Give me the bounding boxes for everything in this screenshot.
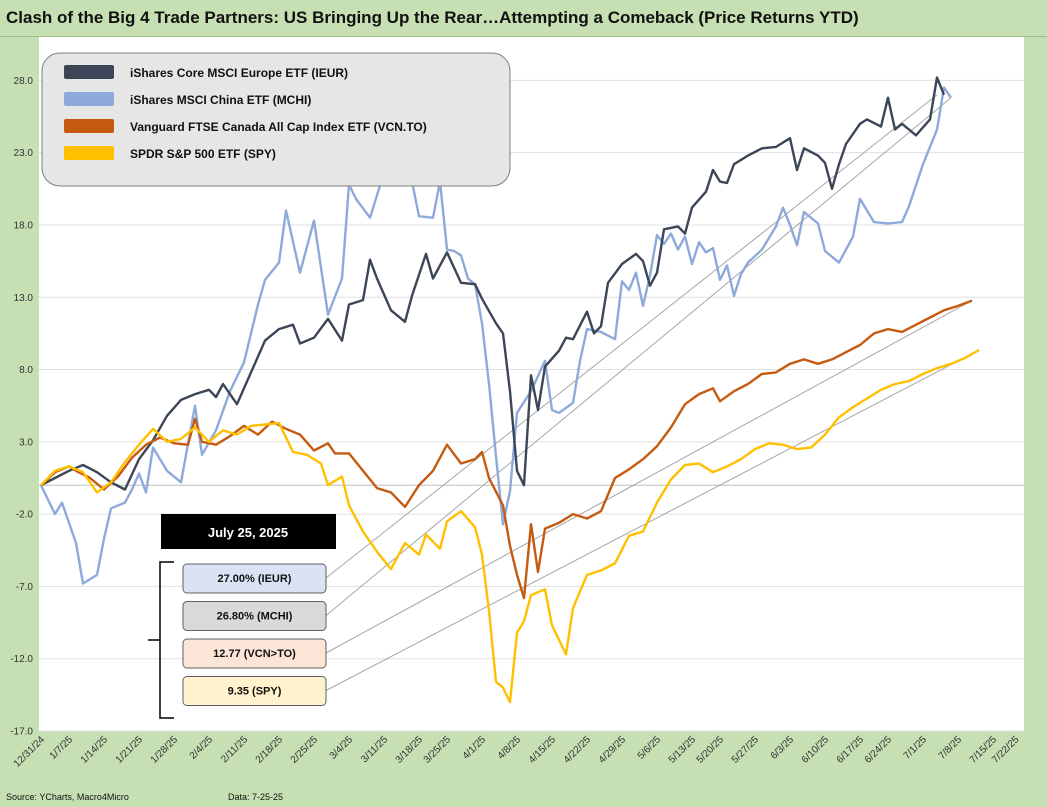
x-tick-label: 1/14/25 bbox=[79, 734, 111, 766]
x-tick-label: 3/18/25 bbox=[394, 734, 426, 766]
x-tick-label: 4/8/25 bbox=[496, 734, 524, 762]
legend-swatch-mchi bbox=[64, 92, 114, 106]
x-tick-label: 7/8/25 bbox=[937, 734, 965, 762]
left-band bbox=[0, 37, 39, 731]
legend-label-ieur: iShares Core MSCI Europe ETF (IEUR) bbox=[130, 66, 348, 80]
x-tick-label: 4/22/25 bbox=[562, 734, 594, 766]
x-tick-label: 3/25/25 bbox=[422, 734, 454, 766]
x-tick-label: 1/21/25 bbox=[114, 734, 146, 766]
footer-source: Source: YCharts, Macro4Micro bbox=[6, 792, 129, 802]
x-tick-label: 6/17/25 bbox=[835, 734, 867, 766]
callout-value-vcn: 12.77 (VCN>TO) bbox=[213, 648, 296, 660]
x-tick-label: 4/15/25 bbox=[527, 734, 559, 766]
series-line-ieur bbox=[40, 76, 946, 491]
y-tick-label: 3.0 bbox=[19, 437, 33, 448]
callout-box-vcn bbox=[182, 638, 327, 669]
gridlines bbox=[39, 79, 1024, 732]
y-tick-label: 23.0 bbox=[14, 148, 34, 159]
x-tick-label: 2/11/25 bbox=[219, 734, 250, 765]
x-tick-label: 6/3/25 bbox=[769, 734, 797, 762]
x-tick-label: 6/10/25 bbox=[800, 734, 832, 766]
x-tick-label: 3/11/25 bbox=[359, 734, 390, 765]
callout-bracket bbox=[148, 561, 174, 719]
footer-data-date: Data: 7-25-25 bbox=[228, 792, 284, 802]
y-tick-label: -2.0 bbox=[16, 510, 34, 521]
x-tick-label: 7/1/25 bbox=[902, 734, 930, 762]
callout-value-spy: 9.35 (SPY) bbox=[228, 686, 282, 698]
series-line-spy bbox=[40, 348, 980, 704]
callout-box-spy bbox=[182, 676, 327, 706]
leader-line-vcn bbox=[325, 300, 973, 654]
legend-label-vcn: Vanguard FTSE Canada All Cap Index ETF (… bbox=[130, 120, 427, 134]
x-tick-label: 1/7/25 bbox=[48, 734, 76, 762]
legend: iShares Core MSCI Europe ETF (IEUR) iShar… bbox=[41, 52, 511, 187]
x-tick-label: 5/13/25 bbox=[667, 734, 699, 766]
x-tick-label: 4/1/25 bbox=[461, 734, 489, 762]
y-tick-label: 28.0 bbox=[14, 76, 34, 87]
callout-panel: July 25, 2025 27.00% (IEUR) 26.80% (MCHI)… bbox=[148, 514, 336, 719]
x-tick-label: 4/29/25 bbox=[597, 734, 629, 766]
y-tick-label: 13.0 bbox=[14, 293, 34, 304]
callout-value-mchi: 26.80% (MCHI) bbox=[217, 611, 293, 623]
series-line-vcn bbox=[40, 299, 973, 600]
x-tick-label: 12/31/24 bbox=[12, 734, 48, 770]
legend-swatch-vcn bbox=[64, 119, 114, 133]
y-tick-label: 18.0 bbox=[14, 220, 34, 231]
x-tick-label: 1/28/25 bbox=[149, 734, 181, 766]
y-tick-label: -17.0 bbox=[10, 727, 33, 738]
callout-box-mchi bbox=[182, 601, 327, 631]
y-tick-label: 8.0 bbox=[19, 365, 33, 376]
series-lines bbox=[39, 76, 980, 704]
legend-label-spy: SPDR S&P 500 ETF (SPY) bbox=[130, 147, 276, 161]
leader-line-mchi bbox=[325, 97, 952, 616]
series-line-mchi bbox=[39, 86, 952, 585]
title-bar: Clash of the Big 4 Trade Partners: US Br… bbox=[0, 0, 1047, 37]
x-tick-label: 5/27/25 bbox=[730, 734, 762, 766]
callout-date-box bbox=[161, 514, 336, 549]
x-axis: 12/31/24 1/7/25 1/14/25 1/21/25 1/28/25 2/4/2… bbox=[12, 734, 1022, 770]
x-tick-label: 3/4/25 bbox=[328, 734, 356, 762]
x-tick-label: 2/18/25 bbox=[254, 734, 286, 766]
leader-line-spy bbox=[325, 349, 980, 691]
callout-box-ieur bbox=[182, 563, 327, 594]
callout-value-ieur: 27.00% (IEUR) bbox=[218, 573, 292, 585]
chart-title: Clash of the Big 4 Trade Partners: US Br… bbox=[6, 8, 859, 27]
legend-swatch-spy bbox=[64, 146, 114, 160]
x-tick-label: 5/20/25 bbox=[695, 734, 727, 766]
y-tick-label: -12.0 bbox=[10, 654, 33, 665]
y-tick-label: -7.0 bbox=[16, 582, 34, 593]
callout-date-label: July 25, 2025 bbox=[208, 525, 288, 540]
bottom-band bbox=[0, 731, 1047, 807]
legend-box bbox=[41, 52, 511, 187]
x-tick-label: 2/4/25 bbox=[188, 734, 216, 762]
right-band bbox=[1024, 37, 1047, 731]
legend-label-mchi: iShares MSCI China ETF (MCHI) bbox=[130, 93, 311, 107]
y-axis: -17.0 -12.0 -7.0 -2.0 3.0 8.0 13.0 18.0 23.0 28.0 bbox=[10, 76, 33, 738]
x-tick-label: 5/6/25 bbox=[636, 734, 664, 762]
x-tick-label: 2/25/25 bbox=[289, 734, 321, 766]
legend-swatch-ieur bbox=[64, 65, 114, 79]
x-tick-label: 6/24/25 bbox=[863, 734, 895, 766]
